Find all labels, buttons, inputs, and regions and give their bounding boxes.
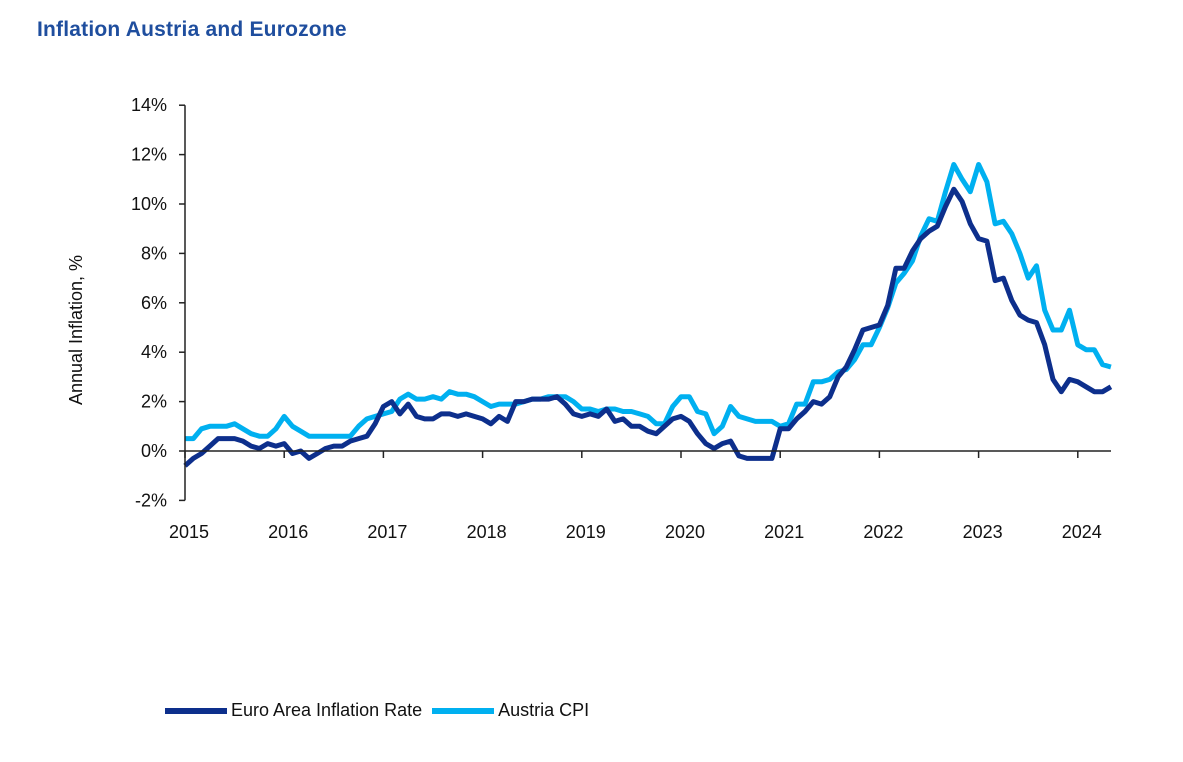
legend-label: Austria CPI [498, 700, 590, 720]
x-tick-label: 2019 [566, 522, 606, 542]
legend-label: Euro Area Inflation Rate [231, 700, 423, 720]
y-tick-label: 14% [131, 95, 167, 115]
x-tick-label: 2020 [665, 522, 705, 542]
legend-item-austria-cpi: Austria CPI [432, 700, 589, 721]
legend-swatch [432, 707, 495, 714]
y-axis-label: Annual Inflation, % [66, 255, 86, 405]
legend: Euro Area Inflation Rate Austria CPI [165, 700, 599, 721]
x-tick-label: 2021 [764, 522, 804, 542]
y-tick-label: -2% [135, 490, 167, 510]
x-tick-label: 2022 [863, 522, 903, 542]
legend-swatch [165, 707, 227, 714]
y-tick-label: 12% [131, 145, 167, 165]
legend-item-euro-area: Euro Area Inflation Rate [165, 700, 422, 721]
y-tick-label: 8% [141, 243, 167, 263]
y-tick-label: 10% [131, 194, 167, 214]
x-tick-label: 2015 [169, 522, 209, 542]
x-tick-label: 2018 [467, 522, 507, 542]
x-tick-label: 2016 [268, 522, 308, 542]
series-line-austria-cpi [185, 162, 1112, 442]
y-tick-label: 4% [141, 342, 167, 362]
series-line-euro-area [183, 186, 1113, 468]
x-tick-label: 2023 [963, 522, 1003, 542]
x-tick-label: 2017 [367, 522, 407, 542]
y-tick-label: 0% [141, 441, 167, 461]
chart-title: Inflation Austria and Eurozone [37, 18, 347, 41]
x-tick-label: 2024 [1062, 522, 1102, 542]
y-tick-label: 2% [141, 392, 167, 412]
y-tick-label: 6% [141, 293, 167, 313]
